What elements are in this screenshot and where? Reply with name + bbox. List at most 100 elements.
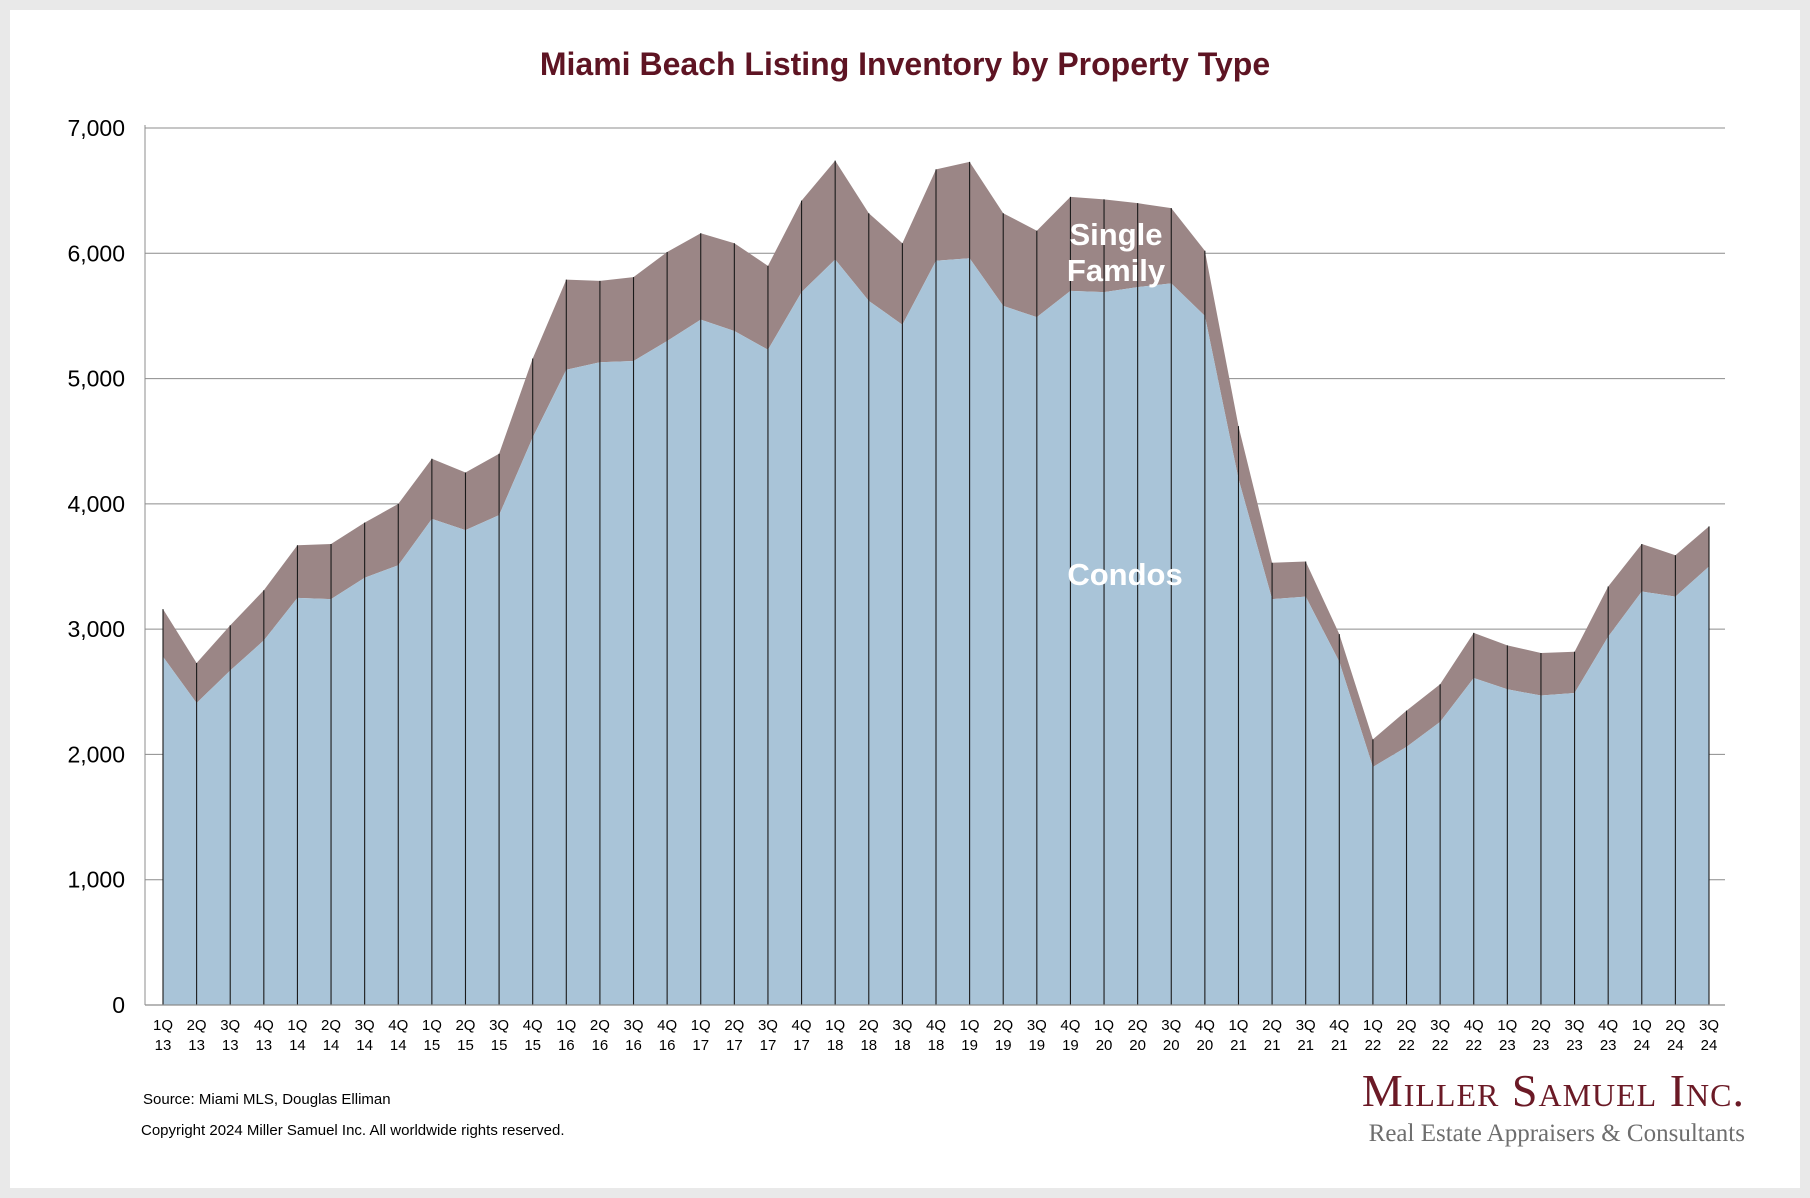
- x-tick-label-year: 22: [1465, 1037, 1482, 1054]
- x-tick-label-year: 13: [155, 1037, 172, 1054]
- x-tick-label-year: 23: [1499, 1037, 1516, 1054]
- x-tick-label-year: 20: [1096, 1037, 1113, 1054]
- y-tick-label: 6,000: [67, 240, 125, 266]
- y-tick-labels: 0 1,000 2,000 3,000 4,000 5,000 6,000 7,000: [67, 115, 125, 1018]
- x-tick-label-year: 23: [1533, 1037, 1550, 1054]
- x-tick-label-quarter: 1Q: [556, 1017, 576, 1034]
- x-tick-label-quarter: 3Q: [1565, 1017, 1585, 1034]
- x-tick-label-quarter: 2Q: [724, 1017, 744, 1034]
- chart-title: Miami Beach Listing Inventory by Propert…: [539, 46, 1271, 82]
- x-tick-label-quarter: 1Q: [1094, 1017, 1114, 1034]
- x-tick-label-quarter: 4Q: [1195, 1017, 1215, 1034]
- x-tick-label-quarter: 1Q: [1632, 1017, 1652, 1034]
- x-tick-label-year: 19: [995, 1037, 1012, 1054]
- x-tick-label-quarter: 4Q: [1598, 1017, 1618, 1034]
- x-tick-label-quarter: 1Q: [1363, 1017, 1383, 1034]
- x-tick-label-quarter: 4Q: [657, 1017, 677, 1034]
- x-tick-label-quarter: 2Q: [1128, 1017, 1148, 1034]
- x-tick-label-quarter: 2Q: [1397, 1017, 1417, 1034]
- x-tick-label-quarter: 2Q: [187, 1017, 207, 1034]
- y-tick-label: 3,000: [67, 616, 125, 642]
- x-tick-label-quarter: 2Q: [993, 1017, 1013, 1034]
- x-tick-label-year: 22: [1398, 1037, 1415, 1054]
- x-tick-label-quarter: 3Q: [1430, 1017, 1450, 1034]
- x-tick-label-year: 21: [1264, 1037, 1281, 1054]
- x-tick-label-year: 17: [760, 1037, 777, 1054]
- x-tick-label-quarter: 4Q: [1329, 1017, 1349, 1034]
- x-tick-label-year: 19: [1028, 1037, 1045, 1054]
- x-tick-label-year: 15: [524, 1037, 541, 1054]
- x-tick-label-year: 20: [1163, 1037, 1180, 1054]
- x-tick-label-year: 15: [457, 1037, 474, 1054]
- x-tick-label-quarter: 3Q: [892, 1017, 912, 1034]
- x-tick-label-year: 18: [827, 1037, 844, 1054]
- x-tick-label-quarter: 2Q: [1262, 1017, 1282, 1034]
- x-tick-label-year: 14: [356, 1037, 373, 1054]
- x-tick-label-year: 19: [1062, 1037, 1079, 1054]
- axes: [144, 125, 1725, 1006]
- x-tick-label-quarter: 1Q: [287, 1017, 307, 1034]
- x-tick-label-quarter: 2Q: [321, 1017, 341, 1034]
- x-tick-label-quarter: 1Q: [1497, 1017, 1517, 1034]
- x-tick-label-year: 15: [424, 1037, 441, 1054]
- x-tick-label-year: 21: [1297, 1037, 1314, 1054]
- x-tick-label-year: 21: [1331, 1037, 1348, 1054]
- logo-name: Miller Samuel Inc.: [1361, 1065, 1745, 1116]
- logo-tagline: Real Estate Appraisers & Consultants: [1368, 1120, 1745, 1147]
- y-tick-label: 2,000: [67, 741, 125, 767]
- x-tick-label-year: 22: [1432, 1037, 1449, 1054]
- x-tick-label-year: 16: [592, 1037, 609, 1054]
- x-tick-label-year: 21: [1230, 1037, 1247, 1054]
- x-tick-label-quarter: 1Q: [422, 1017, 442, 1034]
- x-tick-label-year: 23: [1566, 1037, 1583, 1054]
- x-tick-label-quarter: 3Q: [1699, 1017, 1719, 1034]
- y-tick-label: 7,000: [67, 115, 125, 141]
- source-note: Source: Miami MLS, Douglas Elliman: [143, 1091, 391, 1108]
- x-tick-label-year: 13: [255, 1037, 272, 1054]
- x-tick-label-quarter: 2Q: [455, 1017, 475, 1034]
- x-tick-label-quarter: 4Q: [1060, 1017, 1080, 1034]
- x-tick-label-year: 16: [659, 1037, 676, 1054]
- x-tick-label-year: 20: [1197, 1037, 1214, 1054]
- x-tick-label-quarter: 1Q: [825, 1017, 845, 1034]
- x-tick-label-year: 23: [1600, 1037, 1617, 1054]
- x-tick-label-quarter: 4Q: [388, 1017, 408, 1034]
- x-tick-label-quarter: 3Q: [624, 1017, 644, 1034]
- x-tick-label-year: 19: [961, 1037, 978, 1054]
- x-tick-label-quarter: 3Q: [1296, 1017, 1316, 1034]
- x-tick-label-year: 24: [1633, 1037, 1650, 1054]
- x-tick-label-year: 15: [491, 1037, 508, 1054]
- copyright-note: Copyright 2024 Miller Samuel Inc. All wo…: [141, 1122, 565, 1139]
- x-tick-label-year: 24: [1701, 1037, 1718, 1054]
- x-tick-label-quarter: 4Q: [926, 1017, 946, 1034]
- company-logo: Miller Samuel Inc. Real Estate Appraiser…: [1362, 1068, 1745, 1148]
- y-tick-label: 4,000: [67, 491, 125, 517]
- y-tick-label: 0: [112, 992, 125, 1018]
- x-tick-label-quarter: 1Q: [691, 1017, 711, 1034]
- x-tick-label-year: 17: [726, 1037, 743, 1054]
- x-tick-label-quarter: 1Q: [960, 1017, 980, 1034]
- x-tick-label-year: 17: [692, 1037, 709, 1054]
- x-tick-label-quarter: 4Q: [792, 1017, 812, 1034]
- x-tick-label-year: 18: [860, 1037, 877, 1054]
- x-tick-label-year: 20: [1129, 1037, 1146, 1054]
- x-tick-labels: 1Q 13 2Q 13 3Q 13 4Q 13 1Q 14 2Q 14 3Q 14 4Q 14 1Q 15 2Q 15…: [153, 1017, 1719, 1054]
- x-tick-label-quarter: 3Q: [489, 1017, 509, 1034]
- x-tick-label-quarter: 2Q: [1531, 1017, 1551, 1034]
- x-tick-label-year: 18: [894, 1037, 911, 1054]
- x-tick-label-year: 14: [323, 1037, 340, 1054]
- x-tick-label-year: 17: [793, 1037, 810, 1054]
- x-tick-label-quarter: 4Q: [1464, 1017, 1484, 1034]
- single-family-label-line2: Family: [1067, 253, 1166, 288]
- x-tick-label-quarter: 2Q: [590, 1017, 610, 1034]
- x-tick-label-quarter: 3Q: [1027, 1017, 1047, 1034]
- x-tick-label-year: 18: [928, 1037, 945, 1054]
- x-tick-label-quarter: 1Q: [1228, 1017, 1248, 1034]
- x-tick-label-year: 16: [558, 1037, 575, 1054]
- x-tick-label-quarter: 1Q: [153, 1017, 173, 1034]
- x-tick-label-year: 14: [289, 1037, 306, 1054]
- x-tick-label-year: 13: [188, 1037, 205, 1054]
- x-tick-label-year: 16: [625, 1037, 642, 1054]
- x-tick-label-year: 13: [222, 1037, 239, 1054]
